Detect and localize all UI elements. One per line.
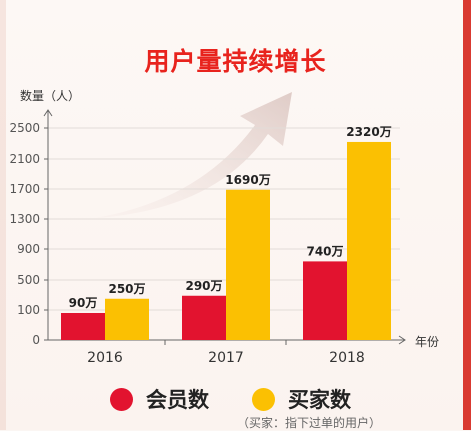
left-edge-decoration (0, 0, 6, 430)
bar-buyer (105, 298, 149, 340)
y-tick-label: 2100 (9, 152, 40, 166)
data-label: 290万 (185, 279, 222, 293)
bar-member (303, 261, 347, 340)
y-tick-label: 0 (32, 333, 40, 347)
legend-buyer: 买家数 (252, 384, 351, 414)
buyer-footnote: （买家：指下过单的用户） (237, 416, 382, 430)
bar-buyer (226, 189, 270, 340)
chart-title: 用户量持续增长 (144, 47, 327, 76)
y-tick-label: 500 (17, 273, 40, 287)
y-axis-title: 数量（人） (20, 88, 80, 103)
bar-member (182, 295, 226, 340)
data-label: 90万 (69, 296, 98, 310)
bar-member (61, 313, 105, 340)
data-label: 1690万 (225, 173, 270, 187)
x-tick-label: 2018 (329, 350, 365, 366)
data-label: 250万 (108, 282, 145, 296)
y-tick-label: 1700 (9, 182, 40, 196)
legend-member: 会员数 (110, 384, 209, 414)
legend-buyer-swatch (252, 388, 275, 411)
y-tick-label: 1300 (9, 212, 40, 226)
y-axis-arrow (43, 109, 53, 117)
data-label: 740万 (306, 244, 343, 258)
x-tick-label: 2016 (87, 350, 123, 366)
bar-buyer (347, 141, 391, 340)
data-label: 2320万 (346, 125, 391, 139)
y-tick-label: 2500 (9, 121, 40, 135)
x-axis-title: 年份 (415, 335, 439, 349)
legend-member-label: 会员数 (146, 388, 209, 412)
growth-arrow-decoration (95, 92, 292, 218)
right-edge-decoration (463, 0, 471, 430)
legend-member-swatch (110, 388, 133, 411)
x-tick-label: 2017 (208, 350, 244, 366)
x-axis-arrow (398, 335, 406, 345)
y-tick-label: 900 (17, 242, 40, 256)
legend-buyer-label: 买家数 (288, 388, 351, 412)
y-tick-label: 100 (17, 303, 40, 317)
